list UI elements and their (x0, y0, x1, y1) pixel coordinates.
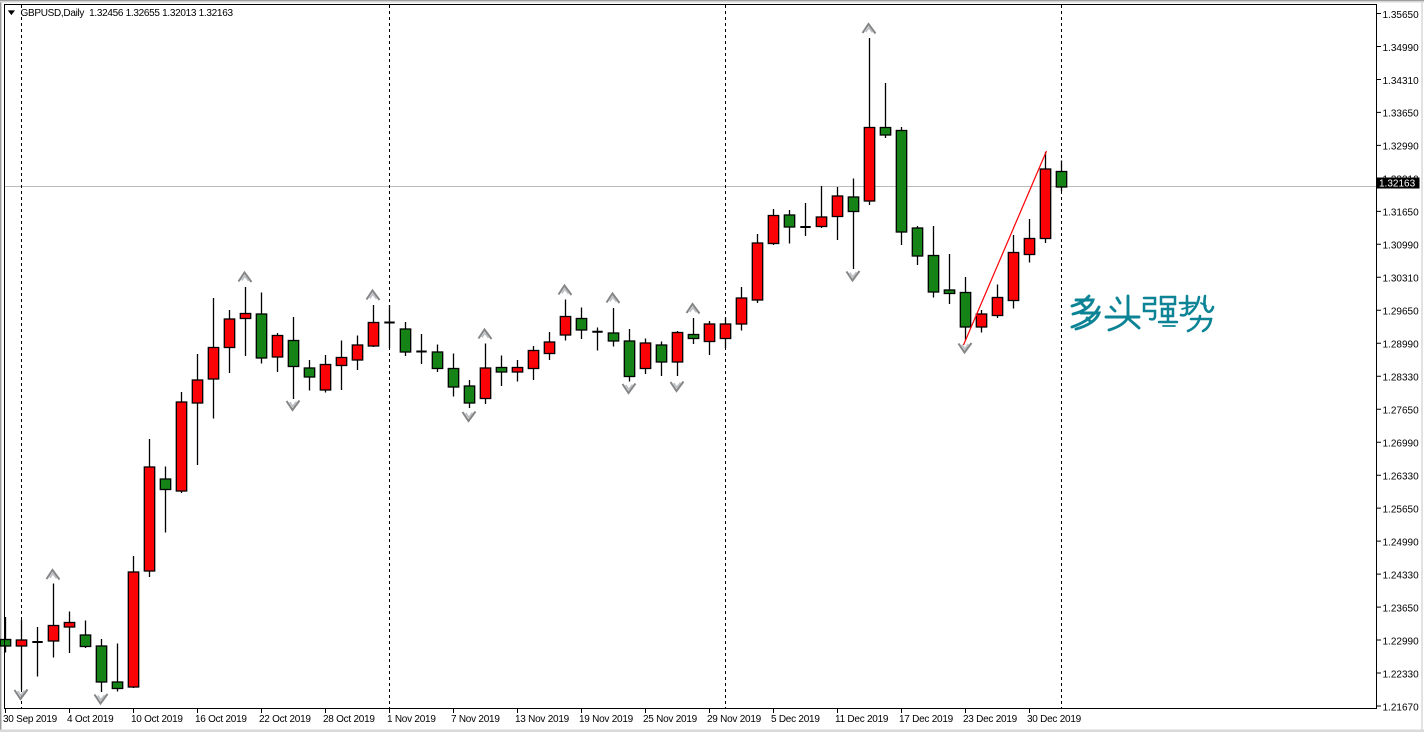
svg-text:13 Nov 2019: 13 Nov 2019 (515, 714, 570, 725)
svg-text:1.26990: 1.26990 (1383, 439, 1420, 450)
svg-text:1 Nov 2019: 1 Nov 2019 (387, 714, 436, 725)
svg-text:10 Oct 2019: 10 Oct 2019 (131, 714, 183, 725)
svg-text:1.22990: 1.22990 (1383, 636, 1420, 647)
svg-text:4 Oct 2019: 4 Oct 2019 (67, 714, 114, 725)
svg-text:11 Dec 2019: 11 Dec 2019 (835, 714, 889, 725)
svg-text:1.35650: 1.35650 (1383, 10, 1420, 21)
svg-text:1.29650: 1.29650 (1383, 307, 1420, 318)
svg-text:1.34990: 1.34990 (1383, 43, 1420, 54)
svg-text:1.30310: 1.30310 (1383, 274, 1420, 285)
svg-text:1.32990: 1.32990 (1383, 142, 1420, 153)
svg-text:1.24990: 1.24990 (1383, 537, 1420, 548)
svg-text:1.33650: 1.33650 (1383, 109, 1420, 120)
svg-text:30 Sep 2019: 30 Sep 2019 (3, 714, 58, 725)
svg-text:1.25650: 1.25650 (1383, 504, 1420, 515)
svg-text:5 Dec 2019: 5 Dec 2019 (771, 714, 820, 725)
svg-text:30 Dec 2019: 30 Dec 2019 (1027, 714, 1082, 725)
svg-text:7 Nov 2019: 7 Nov 2019 (451, 714, 500, 725)
svg-text:17 Dec 2019: 17 Dec 2019 (899, 714, 954, 725)
svg-text:25 Nov 2019: 25 Nov 2019 (643, 714, 698, 725)
svg-text:1.30990: 1.30990 (1383, 241, 1420, 252)
svg-text:1.28330: 1.28330 (1383, 373, 1420, 384)
svg-text:29 Nov 2019: 29 Nov 2019 (707, 714, 762, 725)
svg-text:23 Dec 2019: 23 Dec 2019 (963, 714, 1018, 725)
svg-text:1.28990: 1.28990 (1383, 340, 1420, 351)
svg-text:16 Oct 2019: 16 Oct 2019 (195, 714, 247, 725)
svg-text:1.24330: 1.24330 (1383, 570, 1420, 581)
svg-text:19 Nov 2019: 19 Nov 2019 (579, 714, 634, 725)
svg-text:1.31650: 1.31650 (1383, 208, 1420, 219)
svg-text:1.21670: 1.21670 (1383, 702, 1420, 713)
svg-text:1.27650: 1.27650 (1383, 406, 1420, 417)
svg-text:1.22330: 1.22330 (1383, 669, 1420, 680)
svg-text:GBPUSD,Daily 1.32456 1.32655: GBPUSD,Daily 1.32456 1.32655 1.32013 1.3… (21, 8, 234, 19)
svg-text:1.34310: 1.34310 (1383, 76, 1420, 87)
svg-text:1.26330: 1.26330 (1383, 472, 1420, 483)
svg-text:1.23650: 1.23650 (1383, 603, 1420, 614)
svg-text:22 Oct 2019: 22 Oct 2019 (259, 714, 311, 725)
svg-text:28 Oct 2019: 28 Oct 2019 (323, 714, 375, 725)
svg-text:1.32163: 1.32163 (1379, 178, 1416, 189)
